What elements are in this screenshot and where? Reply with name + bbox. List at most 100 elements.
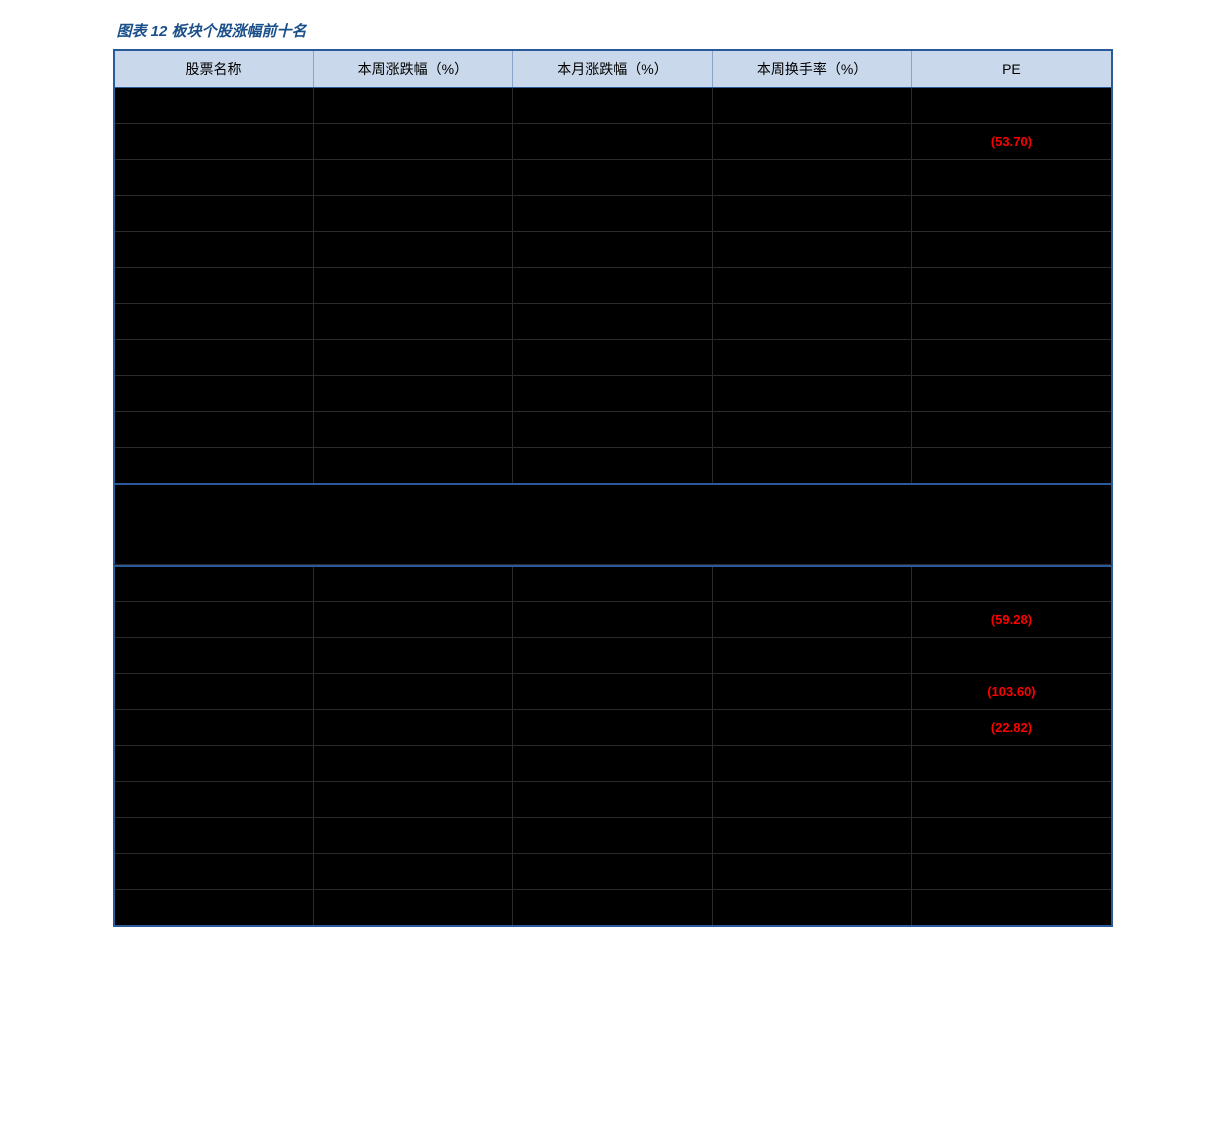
stocks-table-top: 股票名称 本周涨跌幅（%） 本月涨跌幅（%） 本周换手率（%） PE (53.7…: [113, 49, 1113, 485]
table-cell: [313, 602, 513, 638]
table-cell: [313, 854, 513, 890]
col-pe: PE: [912, 50, 1112, 88]
table-cell: [114, 746, 314, 782]
table-cell: [313, 674, 513, 710]
table-cell: [912, 854, 1112, 890]
table-cell: [513, 602, 713, 638]
table-cell: [513, 782, 713, 818]
table-cell: [912, 160, 1112, 196]
table-row: [114, 232, 1112, 268]
table-cell: [114, 674, 314, 710]
table-cell: [313, 818, 513, 854]
table-cell: [313, 376, 513, 412]
table-cell: [712, 268, 912, 304]
table-row: (22.82): [114, 710, 1112, 746]
table-cell: [912, 566, 1112, 602]
table-cell: (59.28): [912, 602, 1112, 638]
table-row: [114, 304, 1112, 340]
table-cell: (53.70): [912, 124, 1112, 160]
table-cell: [313, 782, 513, 818]
table-cell: [912, 88, 1112, 124]
table-cell: [313, 196, 513, 232]
table-cell: [114, 340, 314, 376]
table-cell: [114, 160, 314, 196]
table-row: (59.28): [114, 602, 1112, 638]
table-cell: [313, 890, 513, 926]
table-cell: [513, 854, 713, 890]
table-cell: [114, 88, 314, 124]
table-cell: [513, 88, 713, 124]
table-row: [114, 160, 1112, 196]
table-cell: [712, 746, 912, 782]
table-cell: [712, 232, 912, 268]
table-row: [114, 376, 1112, 412]
table-cell: [912, 196, 1112, 232]
table-cell: [712, 782, 912, 818]
table-cell: [114, 304, 314, 340]
table-row: [114, 854, 1112, 890]
table-cell: [313, 448, 513, 484]
table-cell: [712, 88, 912, 124]
table-row: (103.60): [114, 674, 1112, 710]
table-cell: [313, 710, 513, 746]
table-cell: [712, 160, 912, 196]
table-cell: [114, 196, 314, 232]
table-cell: [513, 376, 713, 412]
table-cell: [313, 412, 513, 448]
table-cell: [712, 376, 912, 412]
table-cell: [313, 304, 513, 340]
table-cell: [513, 890, 713, 926]
table-cell: [513, 746, 713, 782]
table-cell: [513, 268, 713, 304]
table-cell: [313, 268, 513, 304]
table-cell: [513, 448, 713, 484]
table-cell: [513, 232, 713, 268]
table-cell: [114, 124, 314, 160]
table-cell: [513, 566, 713, 602]
table-cell: [313, 746, 513, 782]
table-cell: [313, 124, 513, 160]
table-cell: [712, 602, 912, 638]
table-cell: [912, 340, 1112, 376]
table-cell: (103.60): [912, 674, 1112, 710]
table-cell: [313, 88, 513, 124]
table-cell: [912, 448, 1112, 484]
table-cell: [712, 638, 912, 674]
table-cell: [912, 782, 1112, 818]
table-cell: [114, 854, 314, 890]
table-cell: [712, 304, 912, 340]
table-row: [114, 448, 1112, 484]
table-cell: [513, 196, 713, 232]
table-cell: [513, 340, 713, 376]
table-row: [114, 340, 1112, 376]
table-cell: [912, 638, 1112, 674]
table-cell: [912, 304, 1112, 340]
table-cell: [712, 674, 912, 710]
table-row: [114, 412, 1112, 448]
table-row: (53.70): [114, 124, 1112, 160]
table-cell: [114, 710, 314, 746]
table-cell: [912, 268, 1112, 304]
table-row: [114, 782, 1112, 818]
table-cell: [313, 232, 513, 268]
col-month-change: 本月涨跌幅（%）: [513, 50, 713, 88]
table-row: [114, 746, 1112, 782]
table-header-row: 股票名称 本周涨跌幅（%） 本月涨跌幅（%） 本周换手率（%） PE: [114, 50, 1112, 88]
table-cell: [114, 232, 314, 268]
table-cell: [712, 412, 912, 448]
table-cell: [513, 674, 713, 710]
table-cell: [114, 448, 314, 484]
table-cell: [114, 376, 314, 412]
table-cell: [712, 448, 912, 484]
table-cell: [912, 818, 1112, 854]
table-row: [114, 890, 1112, 926]
table-cell: [912, 412, 1112, 448]
col-turnover: 本周换手率（%）: [712, 50, 912, 88]
table-row: [114, 638, 1112, 674]
table-cell: [114, 638, 314, 674]
table-cell: [513, 124, 713, 160]
table-gap: [113, 485, 1113, 565]
table-cell: [114, 268, 314, 304]
table-cell: [114, 890, 314, 926]
table-title: 图表 12 板块个股涨幅前十名: [117, 20, 1113, 41]
